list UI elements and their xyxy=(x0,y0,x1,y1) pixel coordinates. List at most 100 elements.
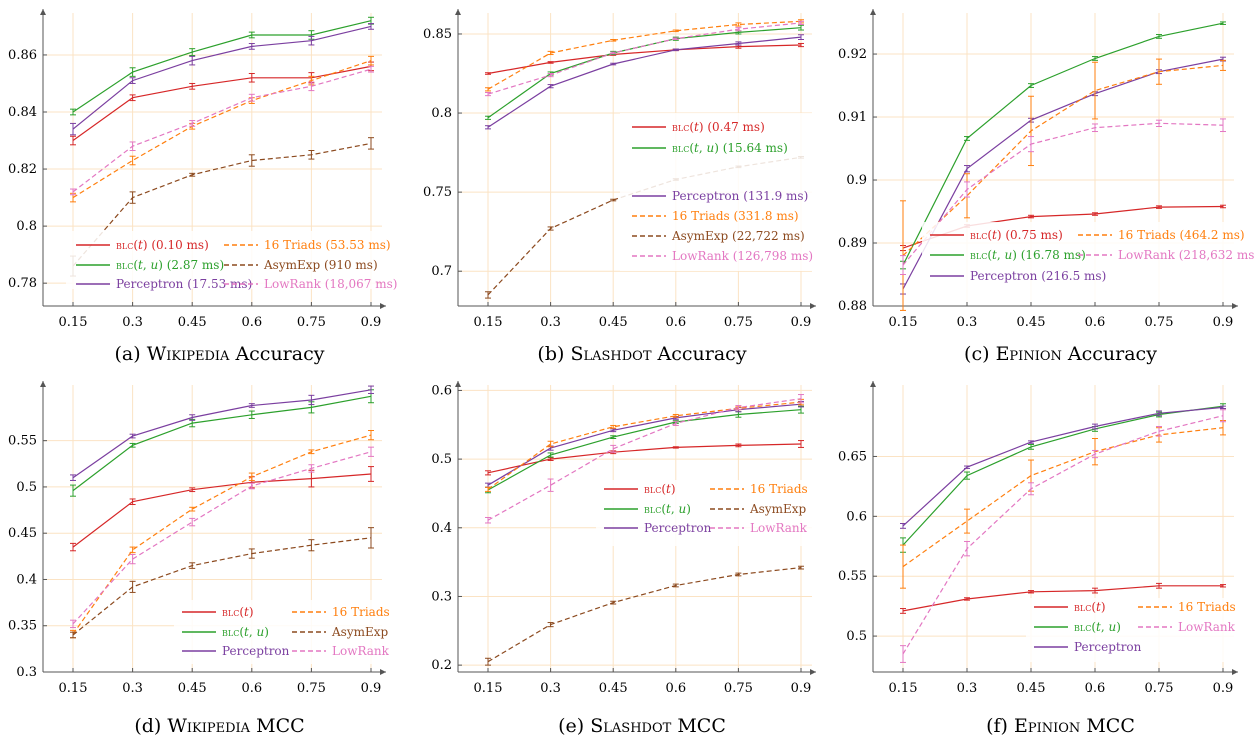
errorbar xyxy=(672,37,679,41)
errorbar xyxy=(485,486,491,492)
errorbar xyxy=(189,562,196,569)
y-tick-label: 0.75 xyxy=(423,185,452,200)
errorbar xyxy=(368,65,374,73)
errorbar xyxy=(1220,118,1226,133)
errorbar xyxy=(70,135,76,146)
errorbar xyxy=(129,580,136,593)
y-tick-label: 0.82 xyxy=(8,162,37,177)
errorbar xyxy=(129,433,136,439)
caption-a-text: (a) Wikipedia Accuracy xyxy=(115,343,325,365)
legend-label-blc-t: blc(t) xyxy=(222,605,254,619)
legend-item-16-triads: 16 Triads (331.8 ms) xyxy=(632,209,799,223)
legend-a: blc(t) (0.10 ms) blc(t, u) (2.87 ms) Perce… xyxy=(66,231,397,291)
errorbar xyxy=(735,22,742,27)
errorbar xyxy=(672,420,679,426)
series-line-perceptron xyxy=(72,389,372,479)
legend-label-16-triads: 16 Triads xyxy=(750,482,808,496)
errorbar xyxy=(368,137,374,150)
errorbar xyxy=(1028,590,1034,594)
caption-b: (b) Slashdot Accuracy xyxy=(537,343,746,365)
legend-label-asymexp: AsymExp (22,722 ms) xyxy=(671,229,805,243)
y-tick-label: 0.7 xyxy=(431,264,452,279)
errorbar xyxy=(485,115,491,120)
legend-item-lowrank: LowRank (218,632 ms) xyxy=(1078,248,1254,262)
y-tick-label: 0.4 xyxy=(431,521,452,536)
caption-a: (a) Wikipedia Accuracy xyxy=(115,343,325,365)
errorbar xyxy=(1156,34,1162,39)
y-tick-label: 0.9 xyxy=(846,173,867,188)
errorbar xyxy=(1028,83,1034,88)
errorbar xyxy=(798,34,804,41)
legend-item-asymexp: AsymExp xyxy=(292,625,389,639)
legend-label-perceptron: Perceptron (17.53 ms) xyxy=(116,277,252,291)
errorbar xyxy=(308,150,315,160)
errorbar xyxy=(189,487,196,493)
x-tick-label: 0.9 xyxy=(791,315,812,330)
chart-c: 0.15 0.3 0.45 0.6 0.75 0.9 0.88 0.89 0.9 0.91 0.92… xyxy=(838,9,1254,330)
y-tick-label: 0.78 xyxy=(8,276,37,291)
legend-label-perceptron: Perceptron xyxy=(222,644,290,658)
errorbar xyxy=(308,35,315,46)
y-tick-label: 0.3 xyxy=(16,665,37,680)
x-axis-arrow xyxy=(380,669,386,675)
legend-label-blc-t-u: blc(t, u) xyxy=(644,502,691,516)
y-axis-arrow xyxy=(870,381,876,387)
errorbar xyxy=(485,291,491,299)
series-line-blc-t xyxy=(72,65,372,141)
y-axis-arrow xyxy=(455,9,461,15)
legend-item-blc-t-u: blc(t, u) (16.78 ms) xyxy=(930,248,1086,262)
series-line-lowrank xyxy=(72,68,372,193)
legend-label-16-triads: 16 Triads xyxy=(332,605,390,619)
errorbar xyxy=(798,394,804,404)
x-tick-label: 0.45 xyxy=(1017,681,1046,696)
errorbar xyxy=(1156,582,1162,589)
series-line-16-triads xyxy=(902,64,1224,257)
errorbar xyxy=(189,172,196,177)
legend-label-lowrank: LowRank (218,632 ms) xyxy=(1118,248,1254,262)
errorbar xyxy=(1028,95,1034,167)
series-lowrank xyxy=(485,20,804,97)
errorbar xyxy=(129,546,136,554)
errorbar xyxy=(308,539,315,552)
y-tick-label: 0.6 xyxy=(431,383,452,398)
errorbar xyxy=(129,155,136,166)
x-tick-label: 0.75 xyxy=(297,681,326,696)
y-tick-label: 0.65 xyxy=(838,449,867,464)
series-blc-t-u xyxy=(70,389,374,497)
series-asymexp xyxy=(70,527,374,639)
x-tick-label: 0.75 xyxy=(297,315,326,330)
errorbar xyxy=(248,72,255,83)
series-line-perceptron xyxy=(72,25,372,130)
errorbar xyxy=(547,622,554,628)
legend-label-lowrank: LowRank xyxy=(332,644,390,658)
legend-label-lowrank: LowRank xyxy=(1178,620,1236,634)
series-line-blc-t xyxy=(487,443,802,474)
x-tick-label: 0.45 xyxy=(178,315,207,330)
errorbar xyxy=(1220,204,1226,209)
y-axis-arrow xyxy=(455,381,461,387)
errorbar xyxy=(308,449,315,455)
errorbar xyxy=(1156,119,1162,127)
errorbar xyxy=(547,478,554,492)
legend-label-blc-t-u: blc(t, u) (15.64 ms) xyxy=(672,141,788,155)
errorbar xyxy=(70,484,76,497)
legend-label-blc-t-u: blc(t, u) (2.87 ms) xyxy=(116,258,224,272)
errorbar xyxy=(672,583,679,588)
x-tick-label: 0.6 xyxy=(665,315,686,330)
series-blc-t xyxy=(70,466,374,552)
x-tick-label: 0.3 xyxy=(540,315,561,330)
errorbar xyxy=(798,20,804,25)
series-line-lowrank xyxy=(487,398,802,521)
x-tick-label: 0.6 xyxy=(1085,315,1106,330)
x-tick-label: 0.3 xyxy=(122,681,143,696)
series-line-lowrank xyxy=(72,451,372,625)
legend-item-perceptron: Perceptron (17.53 ms) xyxy=(76,277,252,291)
x-tick-label: 0.9 xyxy=(361,315,382,330)
chart-f: 0.15 0.3 0.45 0.6 0.75 0.9 0.5 0.55 0.6 0.65 blc(t… xyxy=(838,381,1238,696)
series-line-blc-t-u xyxy=(72,20,372,113)
chart-a: 0.15 0.3 0.45 0.6 0.75 0.9 0.78 0.8 0.82 0.84 0.86… xyxy=(8,9,397,330)
legend-label-asymexp: AsymExp xyxy=(749,502,807,516)
errorbar xyxy=(129,498,136,506)
legend-label-lowrank: LowRank (18,067 ms) xyxy=(264,277,397,291)
errorbar xyxy=(248,482,255,490)
